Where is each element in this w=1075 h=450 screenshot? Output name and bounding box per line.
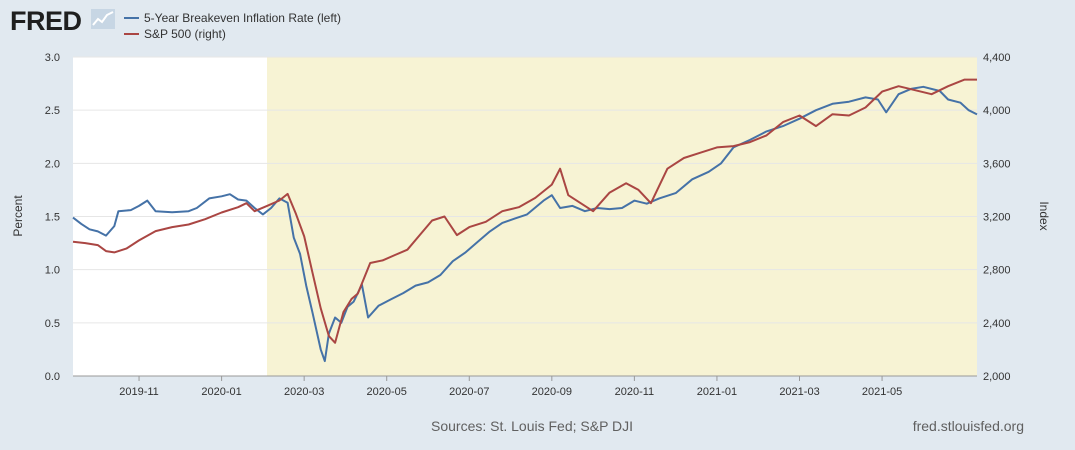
legend-label-sp500: S&P 500 (right) bbox=[144, 27, 226, 41]
chart-header: FRED 5-Year Breakeven Inflation Rate (le… bbox=[0, 0, 1075, 50]
y-tick-label-right: 4,400 bbox=[983, 52, 1011, 64]
y-tick-label-left: 0.5 bbox=[45, 318, 60, 330]
legend-item-breakeven[interactable]: 5-Year Breakeven Inflation Rate (left) bbox=[124, 10, 341, 26]
y-tick-label-right: 3,200 bbox=[983, 212, 1011, 224]
x-tick-label: 2020-03 bbox=[284, 386, 324, 398]
y-tick-label-right: 2,400 bbox=[983, 318, 1011, 330]
fred-logo: FRED bbox=[10, 6, 82, 36]
x-tick-label: 2021-01 bbox=[697, 386, 737, 398]
x-tick-label: 2020-09 bbox=[532, 386, 572, 398]
right-axis: 2,000 2,400 2,800 3,200 3,600 4,000 4,400 bbox=[983, 52, 1011, 383]
legend-swatch-blue bbox=[124, 17, 139, 19]
x-tick-label: 2021-03 bbox=[779, 386, 819, 398]
y-tick-label-right: 4,000 bbox=[983, 105, 1011, 117]
y-tick-label-right: 2,000 bbox=[983, 371, 1011, 383]
site-link[interactable]: fred.stlouisfed.org bbox=[912, 418, 1024, 434]
chart: 0.0 0.5 1.0 1.5 2.0 2.5 3.0 2,000 2,400 2,800 3,2… bbox=[11, 52, 1051, 398]
legend: 5-Year Breakeven Inflation Rate (left) S… bbox=[124, 10, 341, 42]
legend-swatch-red bbox=[124, 33, 139, 35]
x-tick-label: 2020-07 bbox=[449, 386, 489, 398]
sources-note: Sources: St. Louis Fed; S&P DJI bbox=[431, 418, 634, 434]
y-tick-label-left: 1.5 bbox=[45, 212, 60, 224]
y-tick-label-right: 2,800 bbox=[983, 265, 1011, 277]
y-axis-title-right: Index bbox=[1037, 201, 1051, 230]
y-tick-label-left: 1.0 bbox=[45, 265, 60, 277]
x-tick-label: 2020-11 bbox=[615, 386, 655, 398]
x-tick-label: 2019-11 bbox=[119, 386, 159, 398]
x-tick-label: 2020-05 bbox=[367, 386, 407, 398]
series-line-sp500[interactable] bbox=[72, 78, 977, 344]
x-tick-label: 2020-01 bbox=[201, 386, 241, 398]
y-tick-label-left: 2.0 bbox=[45, 158, 60, 170]
fred-logo-graph-icon bbox=[91, 9, 115, 29]
x-axis: 2019-11 2020-01 2020-03 2020-05 2020-07 2020-… bbox=[119, 376, 902, 398]
gridlines bbox=[73, 56, 977, 377]
y-tick-label-right: 3,600 bbox=[983, 158, 1011, 170]
left-axis: 0.0 0.5 1.0 1.5 2.0 2.5 3.0 bbox=[45, 52, 60, 383]
y-tick-label-left: 2.5 bbox=[45, 105, 60, 117]
legend-item-sp500[interactable]: S&P 500 (right) bbox=[124, 26, 341, 42]
series-lines bbox=[72, 78, 978, 363]
y-tick-label-left: 0.0 bbox=[45, 371, 60, 383]
y-tick-label-left: 3.0 bbox=[45, 52, 60, 64]
x-tick-label: 2021-05 bbox=[862, 386, 902, 398]
legend-label-breakeven: 5-Year Breakeven Inflation Rate (left) bbox=[144, 11, 341, 25]
y-axis-title-left: Percent bbox=[11, 195, 25, 237]
